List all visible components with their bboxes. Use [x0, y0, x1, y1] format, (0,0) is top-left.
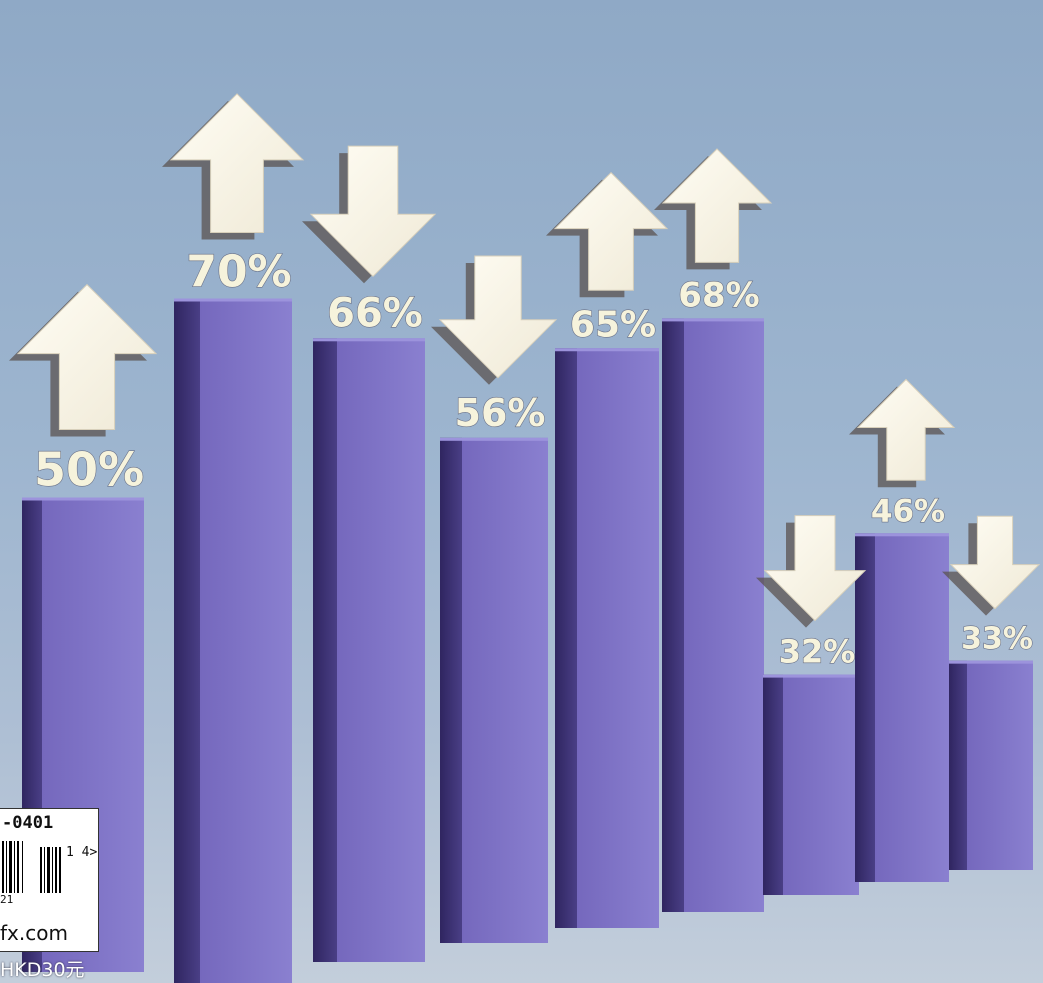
arrow-up-icon-2 — [169, 93, 305, 233]
bar-top-1 — [22, 497, 144, 501]
bar-4 — [462, 437, 548, 943]
bar-top-3 — [313, 338, 425, 342]
value-label-8: 46% — [871, 493, 945, 529]
barcode-sticker: -0401 1 4> 21 fx.com — [0, 808, 99, 952]
barcode-addon: 1 4> — [66, 845, 98, 860]
bar-top-5 — [555, 348, 659, 352]
bar-side-8 — [855, 533, 875, 882]
bar-side-7 — [763, 674, 783, 895]
arrow-up-icon-6 — [661, 148, 773, 263]
arrow-up-icon-8 — [856, 378, 956, 481]
bar-9 — [967, 660, 1033, 870]
bar-top-6 — [662, 318, 764, 322]
barcode-digits: 21 — [0, 893, 14, 906]
arrow-up-icon-5 — [553, 171, 669, 291]
arrow-down-icon-7 — [763, 515, 867, 622]
bar-7 — [783, 674, 859, 895]
bar-top-9 — [949, 660, 1033, 664]
barcode-url: fx.com — [0, 921, 68, 945]
barcode-code: -0401 — [2, 813, 54, 833]
bar-side-3 — [313, 338, 337, 962]
value-label-5: 65% — [570, 304, 656, 345]
bar-6 — [684, 318, 764, 912]
bar-side-5 — [555, 348, 577, 928]
bar-side-9 — [949, 660, 967, 870]
bar-side-4 — [440, 437, 462, 943]
bar-8 — [875, 533, 949, 882]
arrow-up-icon-1 — [16, 283, 158, 430]
value-label-3: 66% — [327, 290, 423, 336]
bar-2 — [200, 298, 292, 983]
bar-top-2 — [174, 298, 292, 302]
value-label-9: 33% — [961, 622, 1033, 657]
bar-3 — [337, 338, 425, 962]
value-label-6: 68% — [678, 275, 759, 315]
bar-top-4 — [440, 437, 548, 441]
bar-5 — [577, 348, 659, 928]
bar-side-6 — [662, 318, 684, 912]
value-label-7: 32% — [779, 633, 856, 671]
value-label-4: 56% — [455, 391, 546, 435]
value-label-1: 50% — [34, 443, 144, 497]
barcode-bars-icon — [2, 841, 61, 893]
arrow-down-icon-4 — [438, 255, 558, 379]
arrow-down-icon-3 — [309, 145, 437, 278]
price-label: HKD30元 — [0, 959, 85, 981]
arrow-down-icon-9 — [949, 515, 1041, 610]
value-label-2: 70% — [186, 247, 291, 298]
bar-top-7 — [763, 674, 859, 678]
bar-top-8 — [855, 533, 949, 537]
bar-side-2 — [174, 298, 200, 983]
